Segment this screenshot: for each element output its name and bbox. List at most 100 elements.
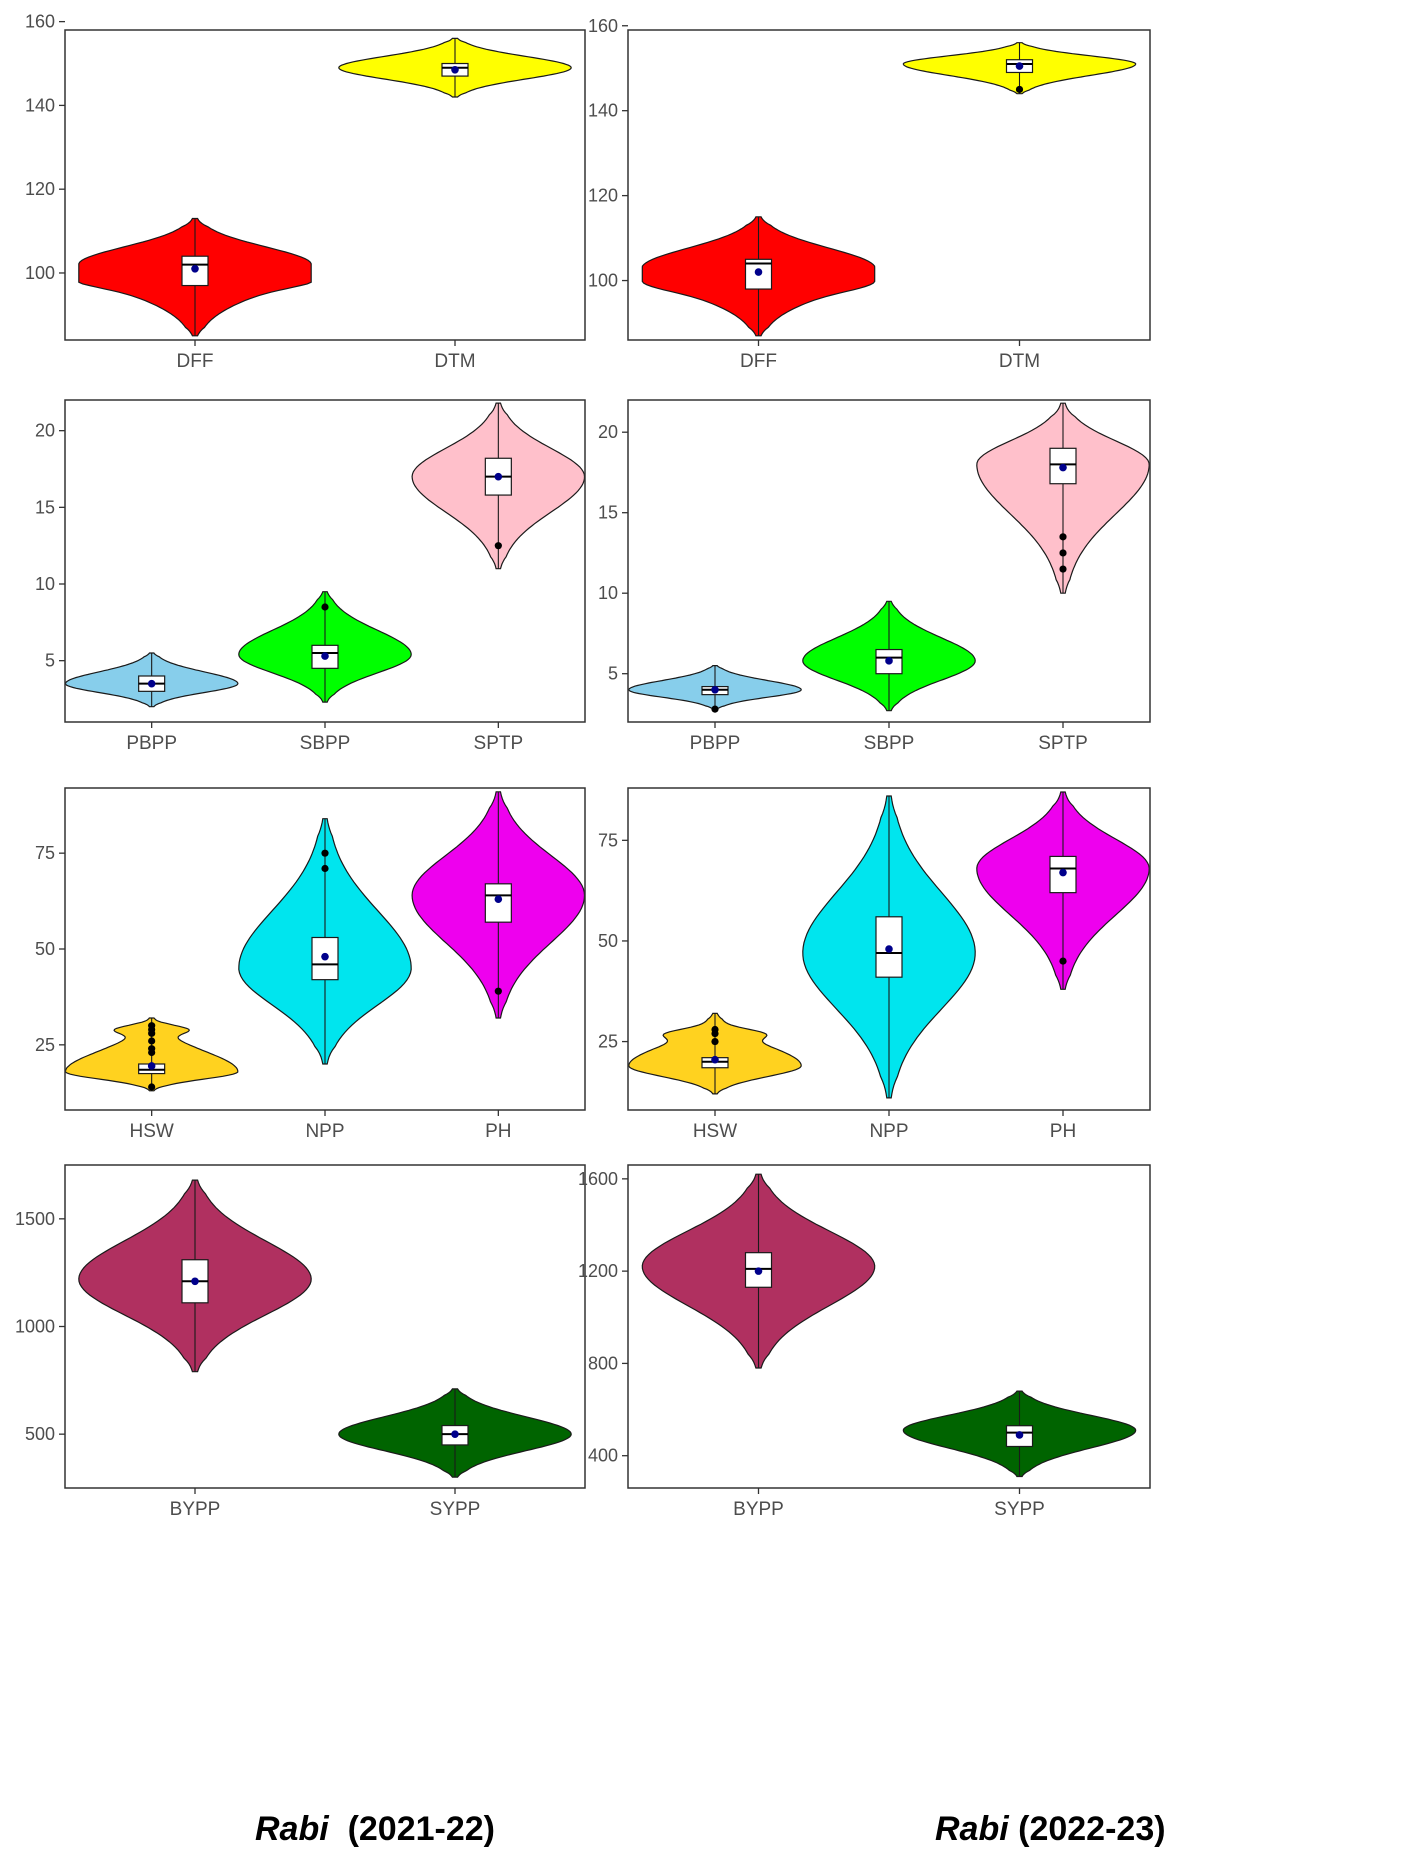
x-tick-label: DFF [177,351,214,372]
y-tick-label: 100 [25,263,55,283]
panel-left-row1: 100 120 140 160 DFF DTM [25,12,586,372]
outlier-point [1059,533,1067,541]
violin-npp [802,795,976,1099]
iqr-box [484,883,512,923]
violin-sptp [411,402,586,570]
x-tick-label: SYPP [994,1499,1045,1520]
panel-border [627,787,1151,1111]
y-tick-label: 1200 [578,1261,618,1281]
violin-dtm [338,37,572,98]
violin-hsw [628,1012,802,1095]
x-tick-label: SBPP [300,733,351,754]
outlier-point [1059,549,1067,557]
violin-sypp [902,1390,1137,1478]
x-tick-label: SYPP [430,1499,481,1520]
y-tick-label: 500 [25,1424,55,1444]
x-tick-label: HSW [693,1121,737,1142]
mean-point [1015,1431,1024,1439]
violin-dff [641,216,876,337]
x-tick-label: DFF [740,351,777,372]
y-tick-label: 1600 [578,1169,618,1189]
mean-point [494,895,503,903]
outlier-point [148,1045,156,1053]
y-tick-label: 160 [588,16,618,36]
y-tick-label: 160 [25,12,55,32]
y-tick-label: 20 [598,422,618,442]
outlier-point [1059,957,1067,965]
panel-border [627,399,1151,723]
panel-right-row3: 25 50 75 HSW NPP PH [598,787,1151,1142]
y-tick-label: 15 [598,503,618,523]
x-tick-label: BYPP [733,1499,784,1520]
violin-sptp [976,402,1150,594]
y-tick-label: 5 [45,651,55,671]
mean-point [147,679,156,688]
mean-point [321,952,329,961]
x-tick-label: DTM [999,351,1040,372]
outlier-point [148,1037,156,1045]
y-tick-label: 5 [608,664,618,684]
mean-point [885,657,893,665]
mean-point [885,945,893,953]
mean-point [147,1062,156,1070]
violin-dff [78,217,312,337]
x-tick-label: SPTP [1038,733,1088,754]
violin-bypp [641,1173,876,1369]
panel-border [627,29,1151,341]
mean-point [1015,62,1024,70]
y-tick-label: 400 [588,1446,618,1466]
y-tick-label: 75 [598,830,618,850]
outlier-point [148,1083,156,1091]
outlier-point [711,705,719,713]
violin-pbpp [64,652,239,708]
outlier-point [494,542,502,550]
y-tick-label: 100 [588,271,618,291]
y-tick-label: 10 [598,583,618,603]
mean-point [321,652,329,660]
outlier-point [494,987,502,995]
mean-point [1059,868,1067,877]
outlier-point [321,603,329,611]
violin-ph [976,791,1150,990]
violin-pbpp [628,665,802,713]
outlier-point [711,1025,719,1034]
y-tick-label: 15 [35,497,55,517]
y-tick-label: 1500 [15,1209,55,1229]
violin-bypp [78,1179,312,1373]
x-tick-label: NPP [305,1121,344,1142]
panel-border [64,29,586,341]
x-tick-label: PH [485,1121,511,1142]
outlier-point [711,1037,719,1046]
mean-point [494,472,503,481]
y-tick-label: 120 [25,179,55,199]
mean-point [191,264,199,273]
panel-border [64,787,586,1111]
caption-left-year: (2021-22) [328,1810,496,1848]
x-tick-label: NPP [869,1121,908,1142]
x-tick-label: SBPP [864,733,915,754]
y-tick-label: 140 [588,101,618,121]
violin-ph [411,791,586,1019]
y-tick-label: 20 [35,421,55,441]
panel-border [627,1164,1151,1489]
mean-point [711,686,719,694]
violin-sbpp [238,591,412,703]
y-tick-label: 50 [35,939,55,959]
y-tick-label: 25 [598,1032,618,1052]
y-tick-label: 75 [35,843,55,863]
y-tick-label: 25 [35,1035,55,1055]
mean-point [711,1055,719,1064]
mean-point [191,1277,199,1286]
y-tick-label: 50 [598,931,618,951]
caption-left: Rabi (2021-22) [255,1810,495,1849]
y-tick-label: 1000 [15,1317,55,1337]
iqr-box [1049,447,1077,485]
panel-border [64,1164,586,1489]
violin-hsw [64,1017,239,1092]
caption-right-year: (2022-23) [1008,1810,1166,1848]
outlier-point [1059,565,1067,573]
panel-right-row4: 400 800 1200 1600 BYPP SYPP [578,1164,1151,1520]
mean-point [451,65,459,74]
mean-point [754,1267,763,1275]
